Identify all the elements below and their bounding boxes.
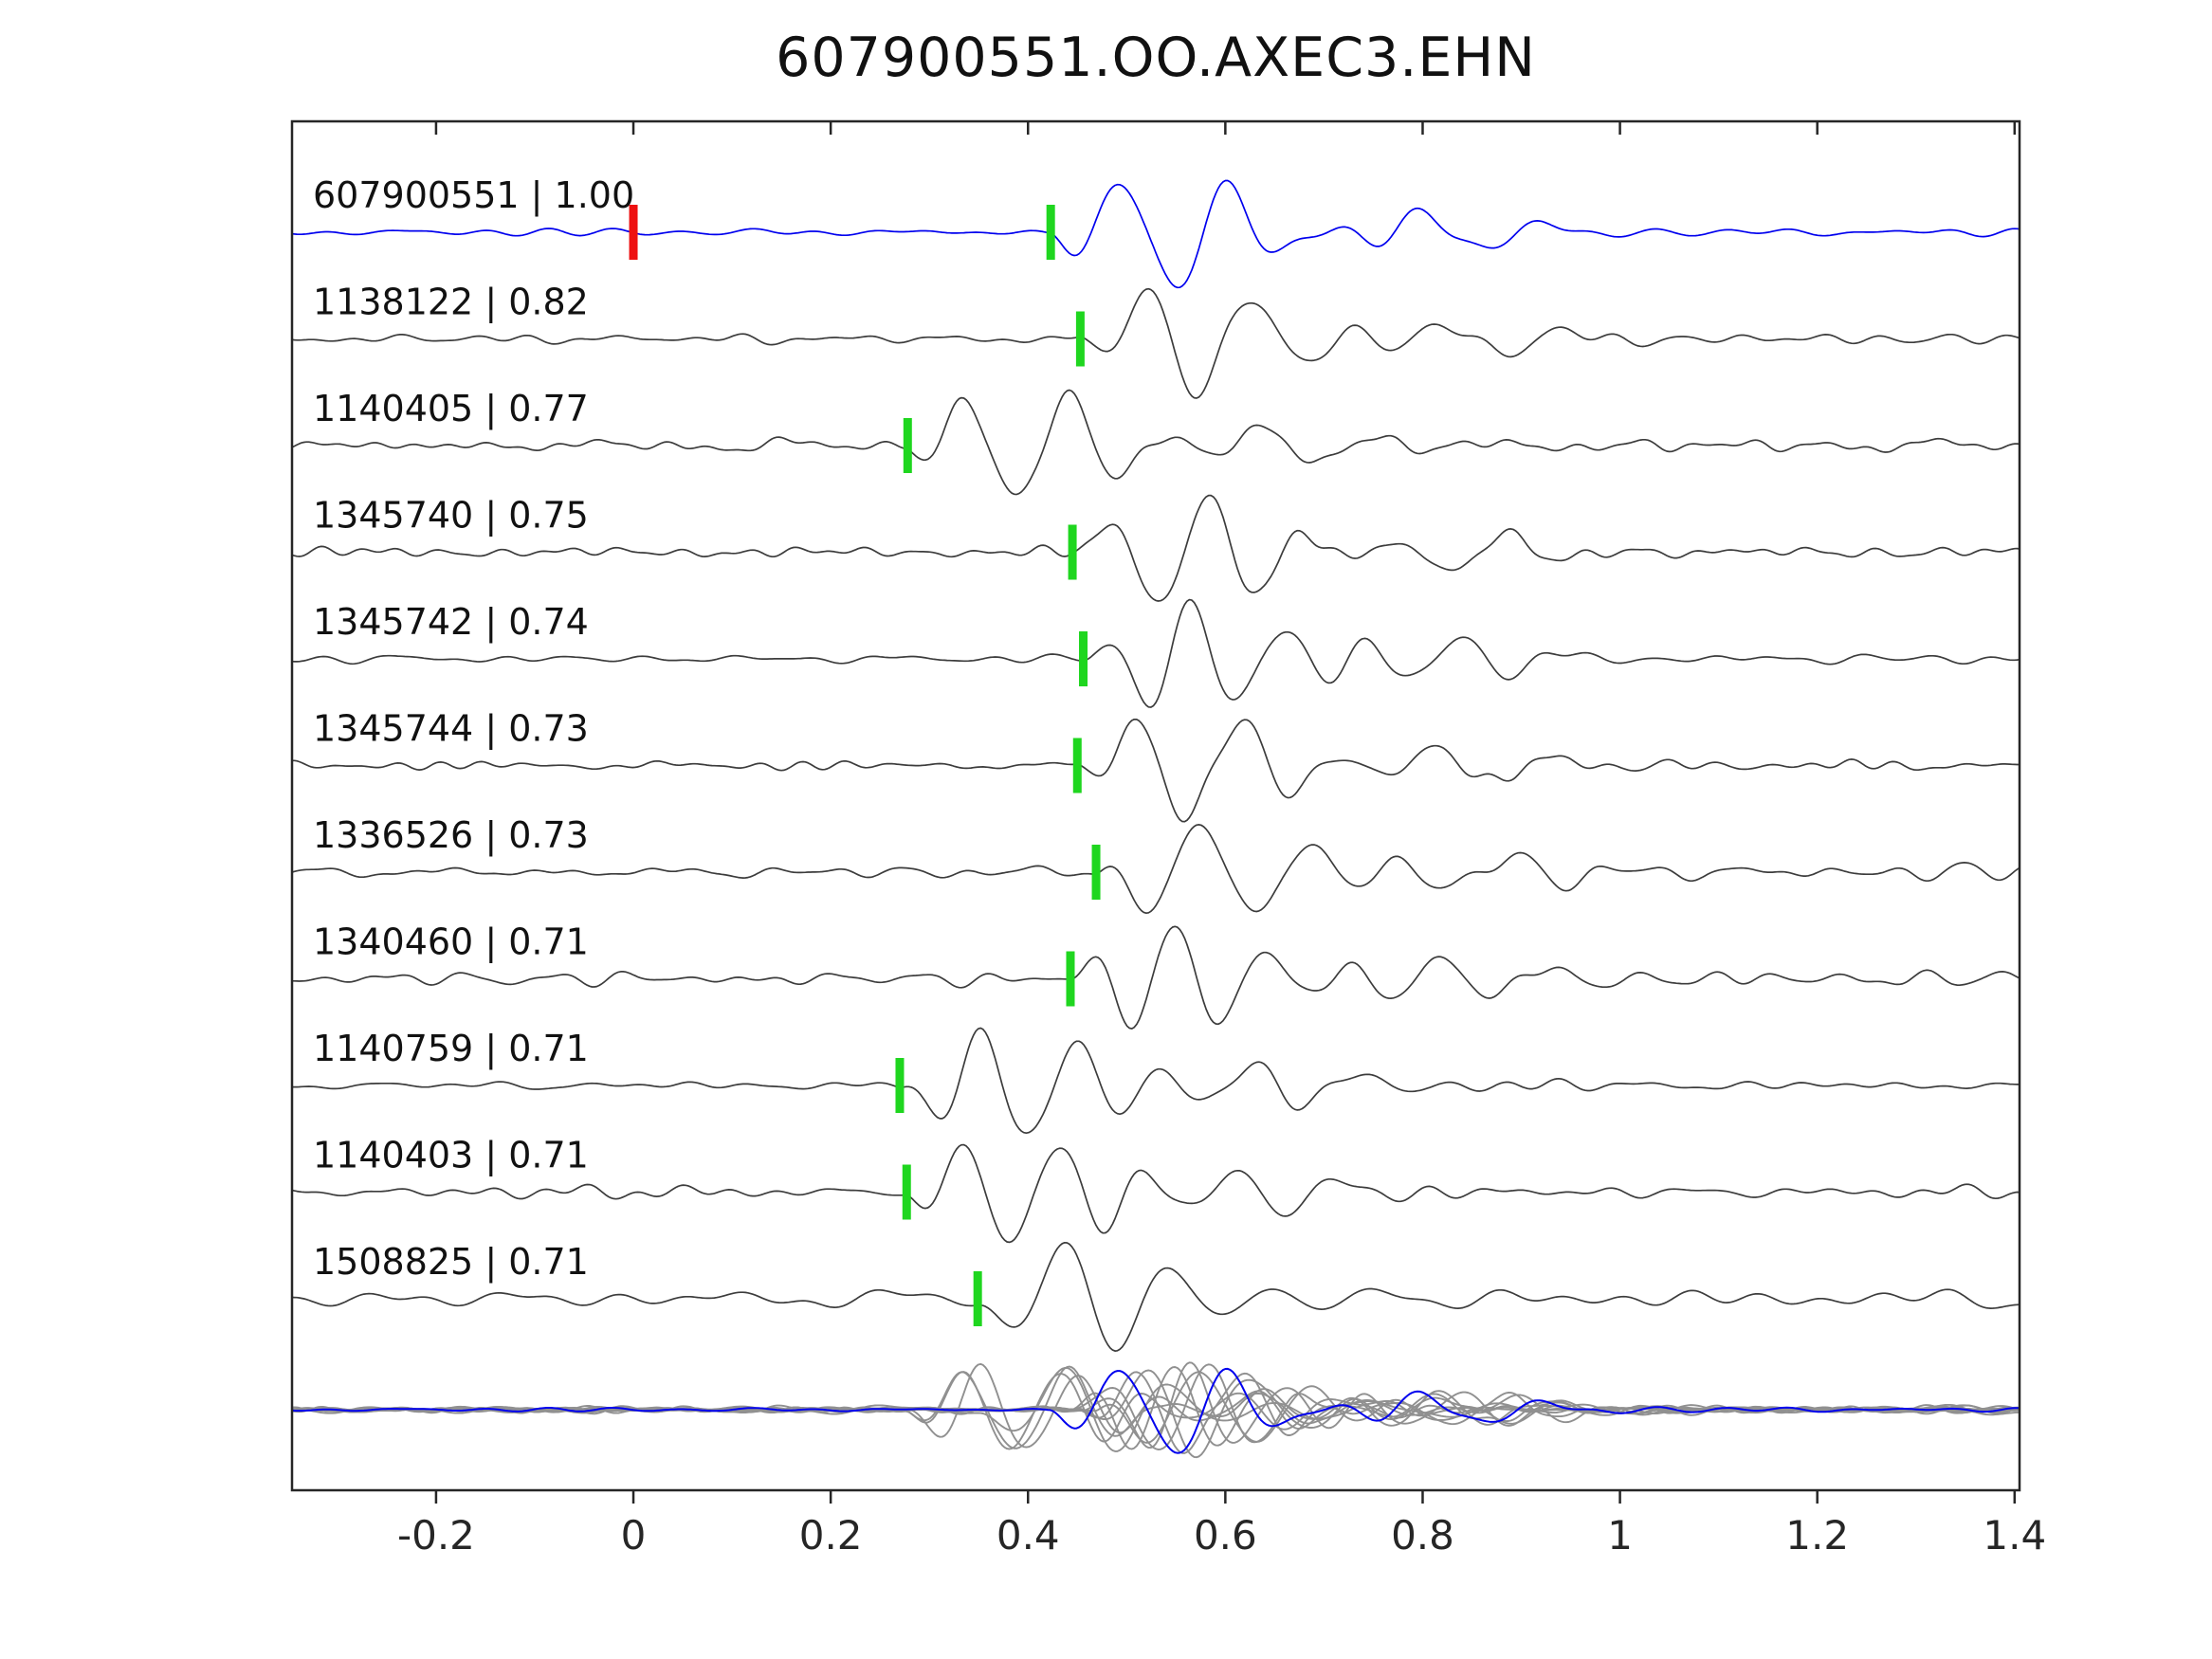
trace-label-1508825: 1508825 | 0.71 bbox=[313, 1241, 589, 1284]
trace-label-1340460: 1340460 | 0.71 bbox=[313, 921, 589, 964]
pick-marker-1340460 bbox=[1066, 951, 1075, 1007]
pick-marker-1345744 bbox=[1072, 738, 1082, 793]
overlay-trace-1508825 bbox=[292, 1367, 2020, 1452]
pick-marker-1508825 bbox=[973, 1271, 982, 1326]
pick-marker-1336526 bbox=[1091, 845, 1101, 900]
x-tick-label: 1 bbox=[1607, 1512, 1633, 1559]
waveform-trace-1345742 bbox=[292, 598, 2020, 708]
pick-marker-1140403 bbox=[902, 1164, 911, 1220]
waveform-trace-1140403 bbox=[292, 1143, 2020, 1244]
trace-label-1345744: 1345744 | 0.73 bbox=[313, 708, 589, 751]
traces-group bbox=[292, 179, 2020, 1459]
waveform-trace-1345744 bbox=[292, 718, 2020, 823]
pick-marker-607900551 bbox=[1046, 205, 1055, 260]
waveform-trace-1508825 bbox=[292, 1241, 2020, 1352]
waveform-trace-1345740 bbox=[292, 494, 2020, 602]
chart-title: 607900551.OO.AXEC3.EHN bbox=[776, 27, 1536, 89]
waveform-trace-1140759 bbox=[292, 1027, 2020, 1135]
pick-marker-1140405 bbox=[903, 418, 912, 473]
waveform-trace-1340460 bbox=[292, 925, 2020, 1030]
pick-marker-1138122 bbox=[1075, 311, 1085, 367]
pick-marker-1140759 bbox=[895, 1058, 905, 1113]
trace-label-1140405: 1140405 | 0.77 bbox=[313, 388, 589, 430]
waveform-trace-1336526 bbox=[292, 824, 2020, 915]
x-tick-label: 0 bbox=[621, 1512, 647, 1559]
x-tick-label: 0.2 bbox=[799, 1512, 863, 1559]
waveform-trace-1138122 bbox=[292, 287, 2020, 399]
trace-label-1140403: 1140403 | 0.71 bbox=[313, 1135, 589, 1177]
x-tick-label: 1.2 bbox=[1785, 1512, 1849, 1559]
trace-label-1138122: 1138122 | 0.82 bbox=[313, 282, 589, 324]
pick-marker-1345740 bbox=[1068, 524, 1077, 580]
x-tick-label: 1.4 bbox=[1983, 1512, 2046, 1559]
pick-marker-1345742 bbox=[1079, 631, 1088, 686]
x-tick-label: -0.2 bbox=[397, 1512, 475, 1559]
overlay-reference-trace bbox=[292, 1367, 2020, 1454]
trace-label-1345740: 1345740 | 0.75 bbox=[313, 495, 589, 538]
trace-label-1140759: 1140759 | 0.71 bbox=[313, 1028, 589, 1070]
overlay-trace-1140403 bbox=[292, 1371, 2020, 1450]
waveform-trace-607900551 bbox=[292, 179, 2020, 289]
plot-border bbox=[290, 119, 2021, 1492]
trace-label-1345742: 1345742 | 0.74 bbox=[313, 601, 589, 644]
overlay-trace-1140759 bbox=[292, 1362, 2020, 1449]
trace-label-1336526: 1336526 | 0.73 bbox=[313, 814, 589, 857]
x-tick-label: 0.4 bbox=[996, 1512, 1060, 1559]
x-tick-label: 0.8 bbox=[1391, 1512, 1454, 1559]
x-tick-label: 0.6 bbox=[1194, 1512, 1257, 1559]
reference-time-marker bbox=[629, 205, 638, 260]
waveform-trace-1140405 bbox=[292, 389, 2020, 496]
trace-label-607900551: 607900551 | 1.00 bbox=[313, 174, 634, 217]
